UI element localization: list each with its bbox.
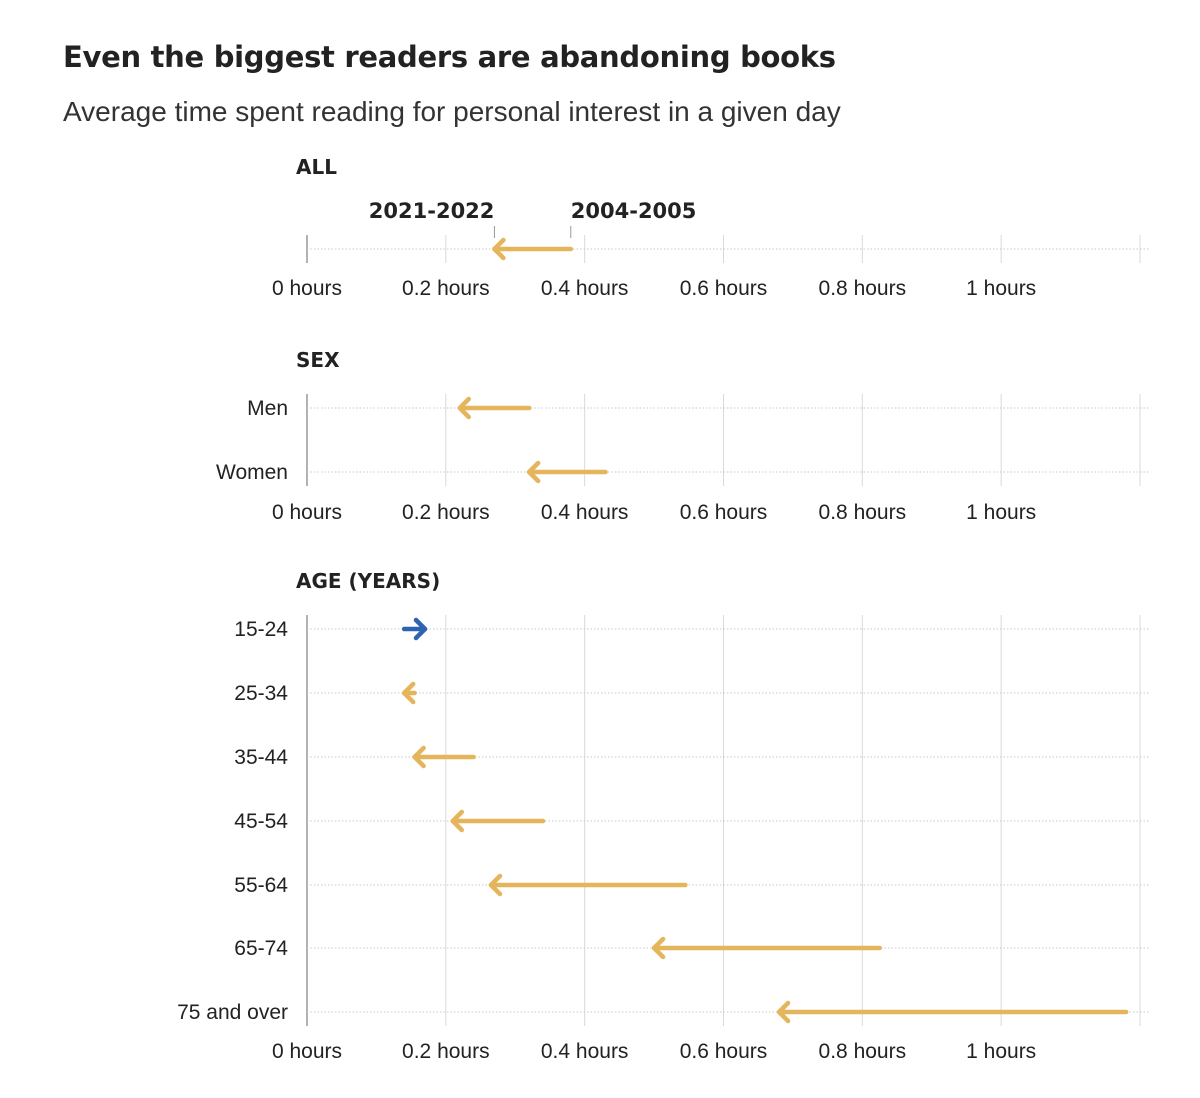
x-tick-label: 1 hours <box>966 501 1036 524</box>
x-tick-label: 1 hours <box>966 1040 1036 1063</box>
panel-title: AGE (YEARS) <box>296 569 440 593</box>
x-tick-label: 0 hours <box>272 1040 342 1063</box>
x-tick-label: 0 hours <box>272 501 342 524</box>
row-label: 75 and over <box>177 1001 288 1024</box>
x-tick-label: 0.2 hours <box>402 501 490 524</box>
row-label: 15-24 <box>234 618 288 641</box>
end-year-label: 2021-2022 <box>369 199 495 223</box>
x-tick-label: 0.6 hours <box>680 1040 768 1063</box>
arrow-head <box>492 237 506 261</box>
row-label: Women <box>216 461 288 484</box>
x-tick-label: 0.4 hours <box>541 1040 629 1063</box>
x-tick-label: 0.6 hours <box>680 501 768 524</box>
x-tick-label: 0.8 hours <box>819 1040 907 1063</box>
arrow-head <box>651 936 666 960</box>
arrow-head <box>776 1000 791 1024</box>
arrow-head <box>450 809 465 833</box>
arrow-head <box>488 873 503 897</box>
x-tick-label: 0.6 hours <box>680 277 768 300</box>
row-label: 35-44 <box>234 746 288 769</box>
row-label: 55-64 <box>234 874 288 897</box>
start-year-label: 2004-2005 <box>571 199 697 223</box>
x-tick-label: 1 hours <box>966 277 1036 300</box>
x-tick-label: 0.4 hours <box>541 277 629 300</box>
arrow-head <box>526 460 541 484</box>
x-tick-label: 0.2 hours <box>402 277 490 300</box>
arrow-head <box>413 617 428 641</box>
panel-title: ALL <box>296 155 337 179</box>
arrow-head <box>401 681 416 705</box>
x-tick-label: 0.4 hours <box>541 501 629 524</box>
chart-subtitle: Average time spent reading for personal … <box>63 96 841 127</box>
row-label: 65-74 <box>234 937 288 960</box>
x-tick-label: 0 hours <box>272 277 342 300</box>
chart-title: Even the biggest readers are abandoning … <box>63 40 836 74</box>
panel-title: SEX <box>296 348 340 372</box>
x-tick-label: 0.2 hours <box>402 1040 490 1063</box>
x-tick-label: 0.8 hours <box>819 501 907 524</box>
arrow-head <box>457 396 471 420</box>
row-label: Men <box>247 397 288 420</box>
arrow-head <box>412 745 426 769</box>
x-tick-label: 0.8 hours <box>819 277 907 300</box>
row-label: 25-34 <box>234 682 288 705</box>
row-label: 45-54 <box>234 810 288 833</box>
